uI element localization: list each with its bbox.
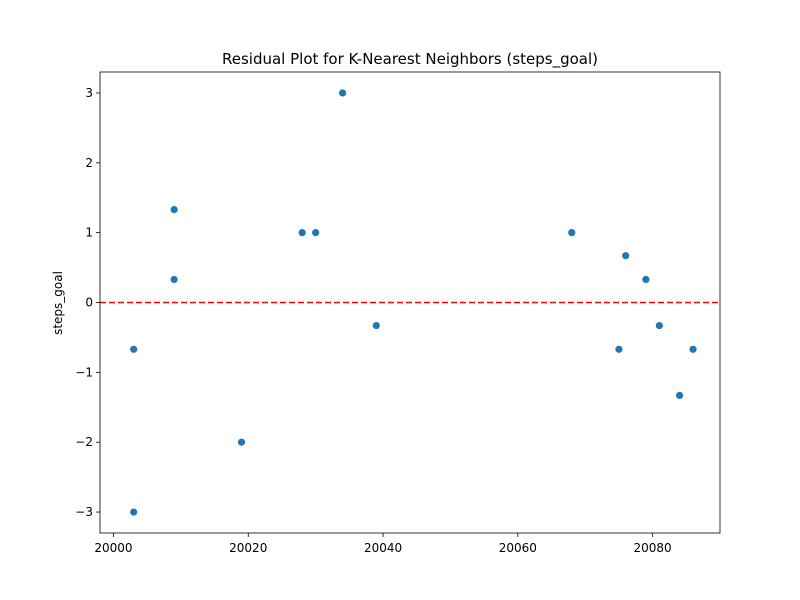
x-tick-label-2: 20020 bbox=[229, 541, 267, 555]
x-tick-label-4: 20060 bbox=[499, 541, 537, 555]
data-point-2 bbox=[130, 508, 138, 516]
data-point-12 bbox=[622, 252, 630, 260]
y-tick-label-5: 1 bbox=[85, 226, 93, 240]
data-point-15 bbox=[675, 391, 684, 399]
plot-frame bbox=[99, 71, 721, 534]
data-point-8 bbox=[339, 89, 347, 97]
y-tick-label-7: 3 bbox=[85, 86, 93, 100]
data-point-13 bbox=[642, 275, 650, 284]
x-tick-label-5: 20080 bbox=[634, 541, 672, 555]
data-point-16 bbox=[689, 345, 697, 353]
data-point-14 bbox=[655, 321, 663, 330]
y-tick-label-3: −1 bbox=[75, 365, 93, 379]
data-point-4 bbox=[170, 275, 178, 284]
data-point-6 bbox=[298, 229, 306, 237]
data-point-3 bbox=[170, 206, 178, 214]
plot-area: 20000 20020 20040 20060 20080 −3 −2 −1 0 1 2 3 bbox=[75, 71, 721, 555]
x-tick-label-3: 20040 bbox=[364, 541, 402, 555]
data-point-7 bbox=[312, 229, 320, 237]
data-point-1 bbox=[130, 345, 138, 353]
chart-title: Residual Plot for K-Nearest Neighbors (s… bbox=[222, 50, 598, 69]
y-tick-label-1: −3 bbox=[75, 505, 93, 519]
data-point-5 bbox=[237, 438, 246, 446]
data-point-10 bbox=[568, 229, 576, 237]
y-tick-label-6: 2 bbox=[85, 156, 93, 170]
y-axis-label: steps_goal bbox=[51, 271, 65, 335]
data-point-11 bbox=[615, 345, 623, 353]
y-tick-label-4: 0 bbox=[85, 296, 93, 310]
data-point-9 bbox=[372, 321, 380, 330]
x-tick-label-1: 20000 bbox=[94, 541, 132, 555]
y-tick-label-2: −2 bbox=[75, 435, 93, 449]
